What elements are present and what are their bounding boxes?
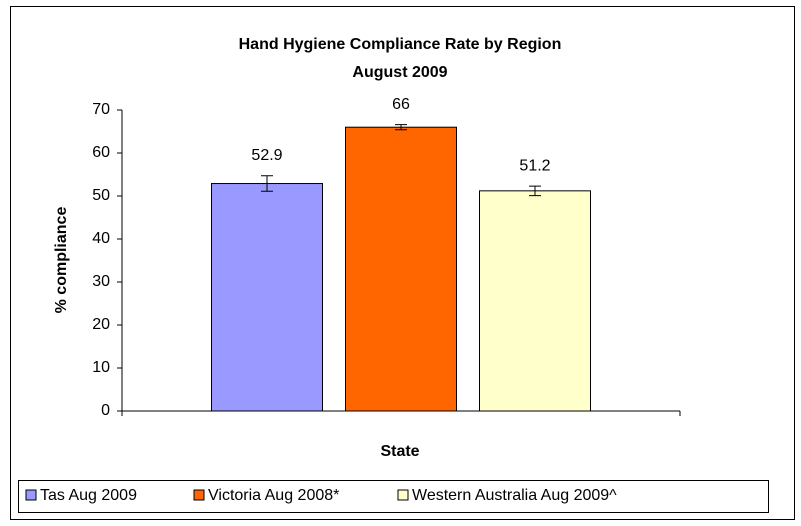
y-tick-label: 10 [92,359,110,376]
error-bar [529,185,541,197]
legend-swatch [193,489,205,501]
chart-title: Hand Hygiene Compliance Rate by Region [239,36,562,53]
legend-label: Victoria Aug 2008* [208,487,339,504]
x-axis-label: State [380,443,419,460]
data-label: 66 [392,96,410,113]
bar [211,183,323,412]
y-tick-label: 50 [92,187,110,204]
legend-swatch [25,489,37,501]
y-axis-label: % compliance [53,207,70,314]
y-tick-label: 30 [92,273,110,290]
y-tick-label: 20 [92,316,110,333]
data-label: 51.2 [519,157,550,174]
y-tick-label: 40 [92,230,110,247]
legend-label: Western Australia Aug 2009^ [412,487,617,504]
error-bar [395,124,407,131]
y-tick-label: 60 [92,144,110,161]
legend-box [18,480,769,513]
legend-label: Tas Aug 2009 [40,487,137,504]
bar [345,126,457,412]
y-tick-label: 0 [101,402,110,419]
bar [479,190,591,412]
chart-subtitle: August 2009 [352,64,447,81]
y-tick-label: 70 [92,101,110,118]
data-label: 52.9 [251,147,282,164]
legend-swatch [397,489,409,501]
error-bar [261,175,273,192]
